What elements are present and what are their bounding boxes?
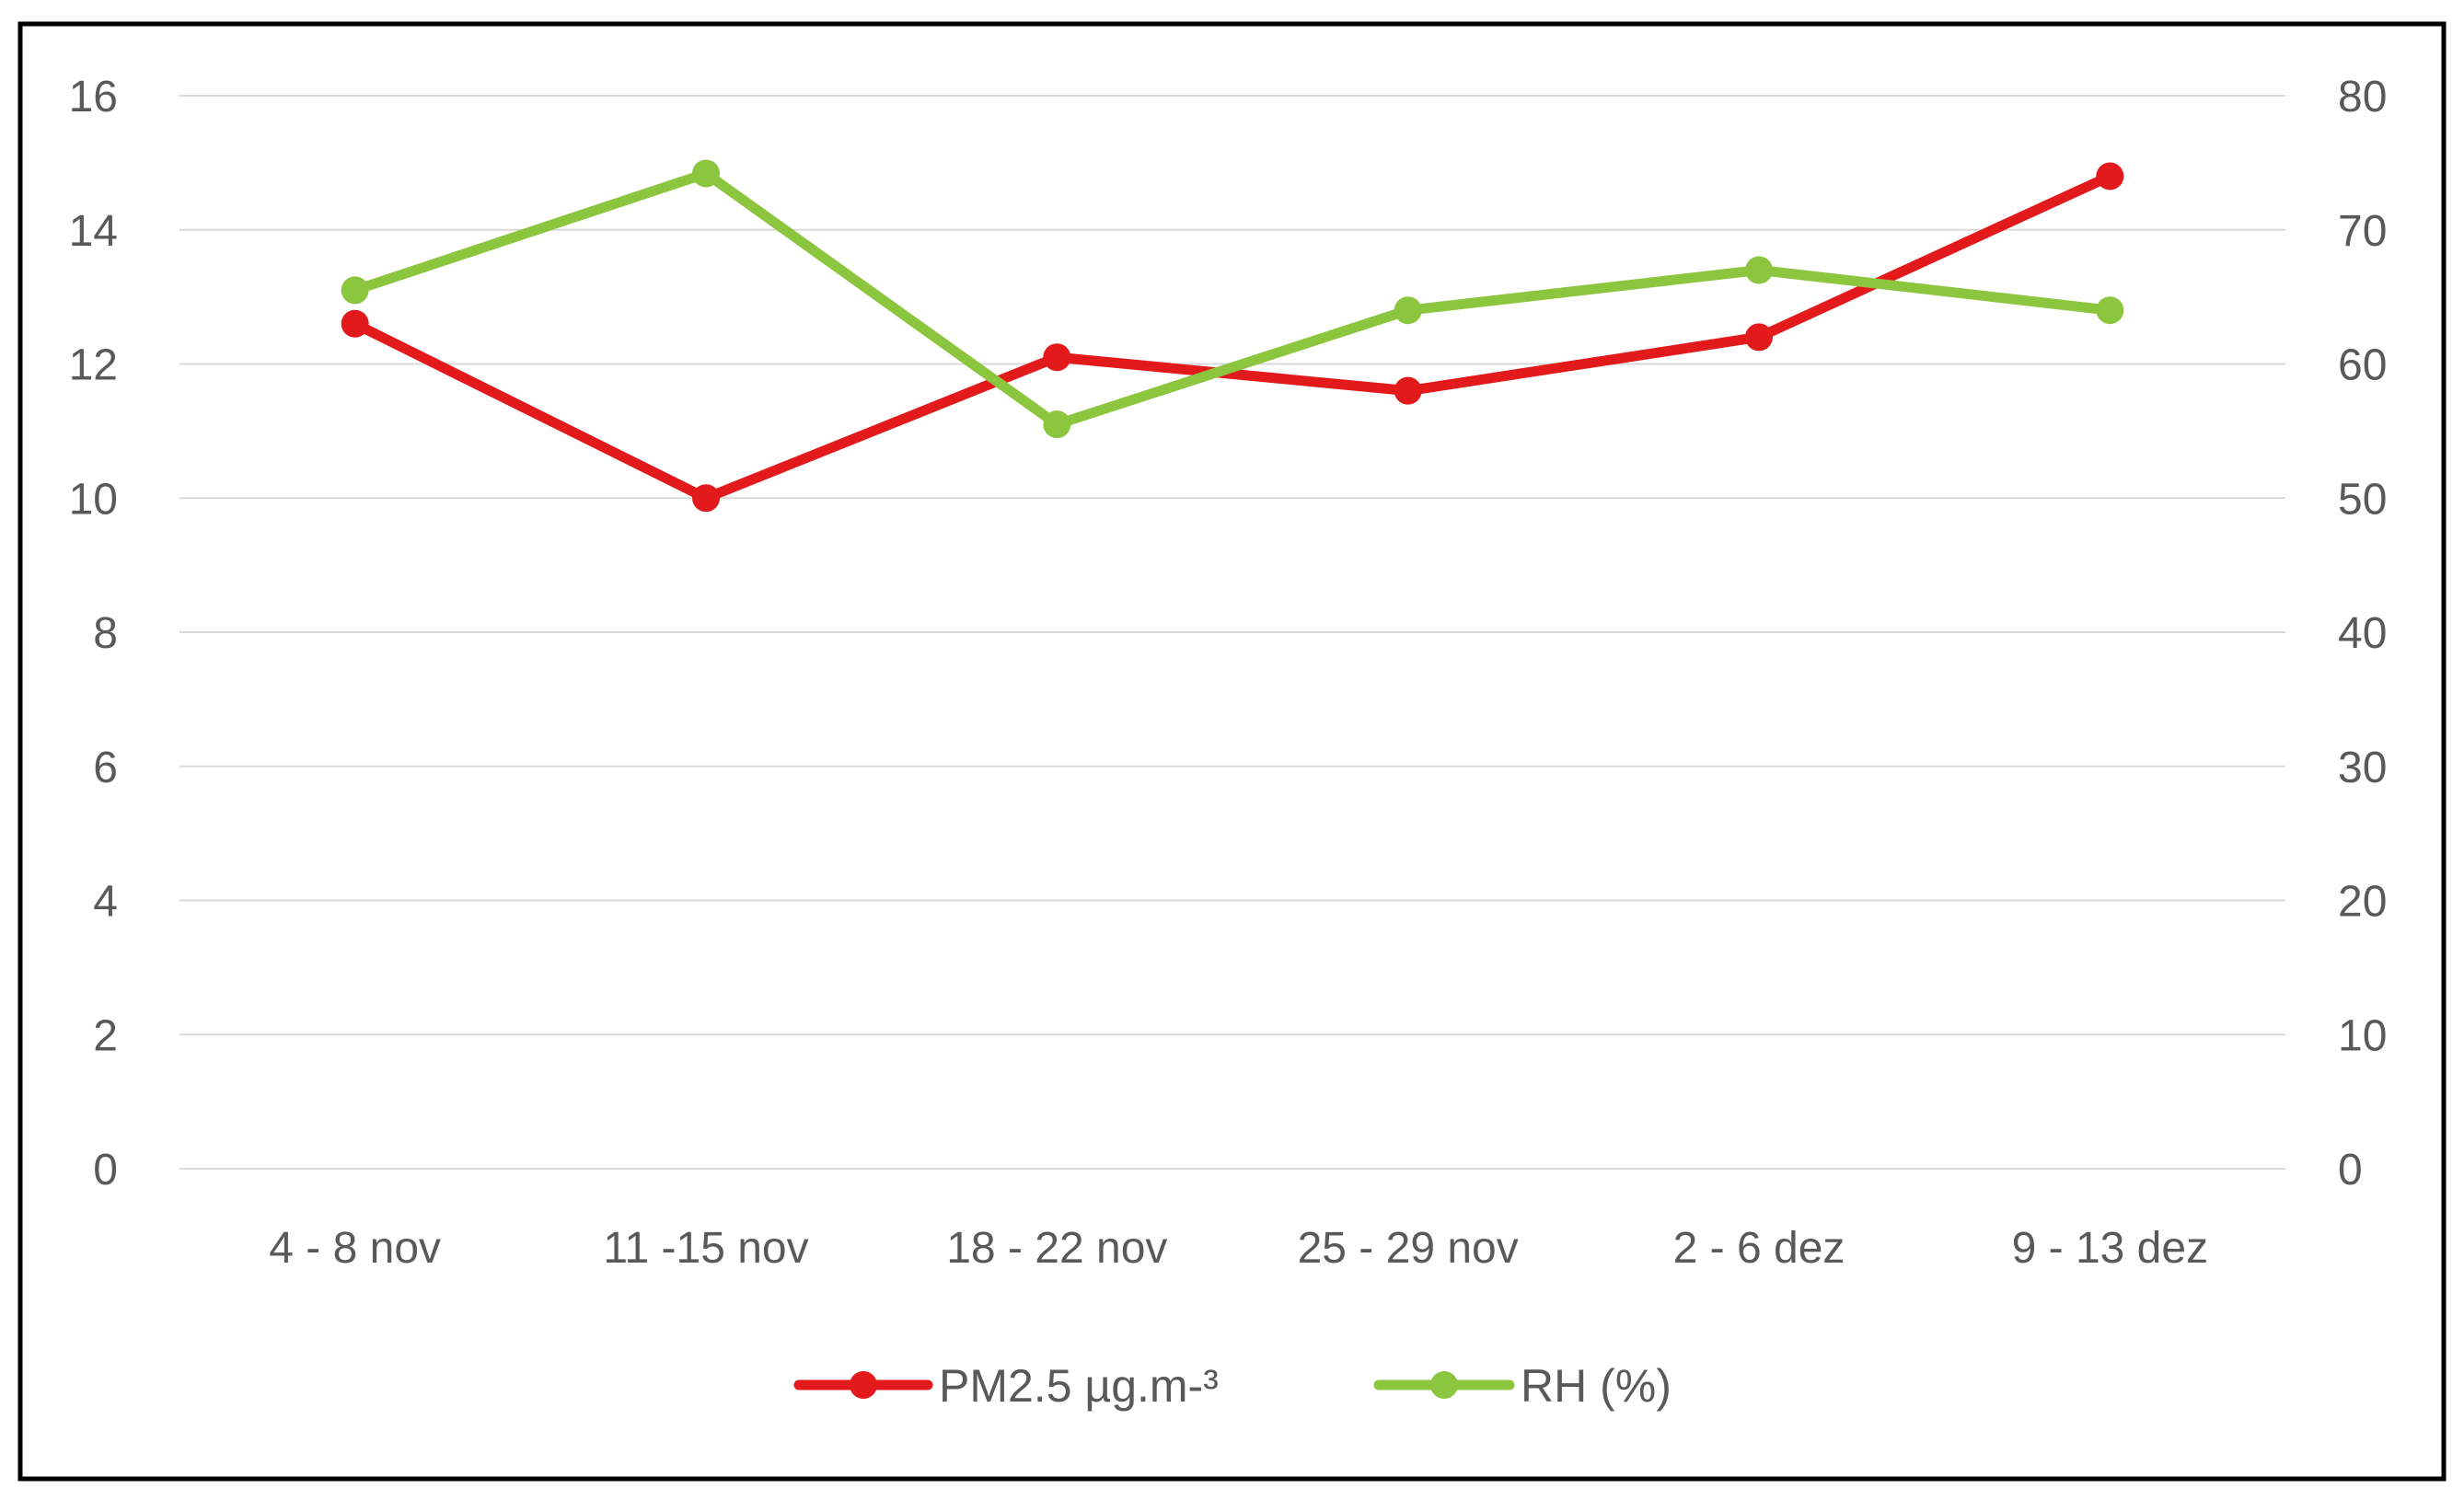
legend-item: PM2.5 µg.m-³ (793, 1360, 1219, 1412)
left-tick-label: 2 (93, 1011, 118, 1060)
data-point (1394, 376, 1422, 405)
left-y-axis: 0 2 4 6 8 10 12 14 16 (69, 73, 118, 1194)
right-tick-label: 80 (2338, 73, 2387, 121)
x-axis: 4 - 8 nov 11 -15 nov 18 - 22 nov 25 - 29 no… (269, 1224, 2208, 1273)
right-tick-label: 50 (2338, 475, 2387, 524)
series-pm25 (341, 162, 2124, 513)
data-point (692, 484, 720, 513)
x-tick-label: 4 - 8 nov (269, 1224, 441, 1273)
gridlines (179, 95, 2285, 1170)
x-tick-label: 9 - 13 dez (2012, 1224, 2208, 1273)
legend-item: RH (%) (1373, 1360, 1672, 1412)
data-point (1745, 323, 1773, 352)
left-tick-label: 16 (69, 73, 118, 121)
right-tick-label: 70 (2338, 207, 2387, 256)
series-line (350, 168, 2115, 430)
x-tick-label: 18 - 22 nov (946, 1224, 1167, 1273)
data-point (1394, 296, 1422, 325)
data-point (341, 276, 369, 305)
legend-swatch-marker (1430, 1371, 1458, 1399)
legend-label: RH (%) (1521, 1360, 1672, 1412)
left-tick-label: 4 (93, 878, 118, 927)
right-tick-label: 60 (2338, 341, 2387, 390)
right-tick-label: 10 (2338, 1011, 2387, 1060)
left-tick-label: 0 (93, 1146, 118, 1194)
data-point (2096, 162, 2124, 190)
right-tick-label: 0 (2338, 1146, 2363, 1194)
left-tick-label: 14 (69, 207, 118, 256)
data-point (692, 159, 720, 188)
right-tick-label: 20 (2338, 878, 2387, 927)
left-tick-label: 10 (69, 475, 118, 524)
right-y-axis: 0 10 20 30 40 50 60 70 80 (2338, 73, 2387, 1194)
legend: PM2.5 µg.m-³ RH (%) (793, 1360, 1672, 1412)
data-point (341, 309, 369, 338)
legend-label: PM2.5 µg.m-³ (939, 1360, 1219, 1412)
left-tick-label: 8 (93, 609, 118, 658)
x-tick-label: 2 - 6 dez (1673, 1224, 1845, 1273)
right-tick-label: 30 (2338, 744, 2387, 792)
data-point (1043, 410, 1071, 439)
series-lines (341, 159, 2124, 513)
data-point (1043, 343, 1071, 372)
series-rh (341, 159, 2124, 439)
legend-swatch-marker (850, 1371, 877, 1399)
left-tick-label: 12 (69, 341, 118, 390)
data-point (1745, 256, 1773, 284)
x-tick-label: 11 -15 nov (603, 1224, 808, 1273)
x-tick-label: 25 - 29 nov (1298, 1224, 1519, 1273)
right-tick-label: 40 (2338, 609, 2387, 658)
series-line (350, 170, 2115, 503)
data-point (2096, 296, 2124, 325)
left-tick-label: 6 (93, 744, 118, 792)
